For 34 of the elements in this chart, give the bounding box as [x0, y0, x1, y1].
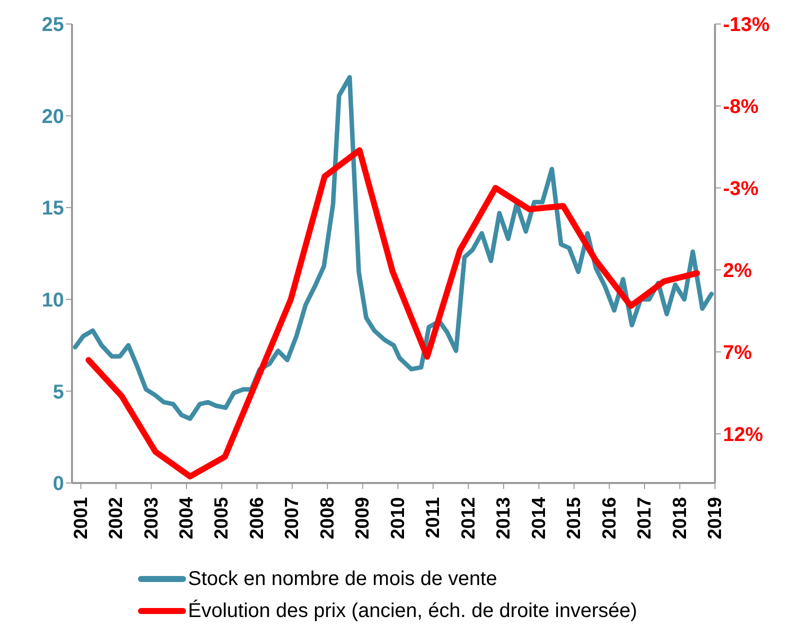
x-tick-label: 2015	[564, 496, 586, 540]
y-tick-label: 15	[42, 198, 64, 220]
x-tick-label: 2012	[458, 497, 480, 540]
x-tick-label: 2001	[70, 496, 92, 540]
x-tick-label: 2017	[634, 497, 656, 540]
x-tick-label: 2008	[317, 497, 338, 540]
x-tick-label: 2006	[246, 497, 268, 540]
y2-tick-label: -13%	[723, 14, 770, 36]
y2-tick-label: 12%	[723, 424, 764, 446]
x-tick-label: 2007	[282, 497, 304, 540]
y-tick-label: 20	[42, 106, 64, 128]
y2-tick-label: -3%	[723, 178, 759, 200]
x-tick-label: 2011	[423, 496, 444, 538]
legend-label: Stock en nombre de mois de vente	[188, 567, 498, 592]
y-tick-label: 10	[42, 290, 64, 312]
x-tick-label: 2014	[528, 496, 550, 540]
x-tick-label: 2004	[176, 496, 198, 540]
x-tick-label: 2002	[106, 497, 128, 540]
x-tick-label: 2009	[352, 497, 374, 540]
y2-tick-label: 2%	[723, 260, 752, 282]
x-tick-label: 2016	[599, 497, 620, 540]
line-series	[72, 74, 714, 421]
y-tick-label: 0	[52, 473, 64, 496]
x-tick-label: 2010	[388, 497, 409, 540]
x-tick-label: 2005	[212, 496, 233, 540]
x-tick-label: 2019	[705, 497, 726, 540]
y2-tick-label: -8%	[723, 96, 759, 118]
x-tick-label: 2018	[670, 497, 691, 540]
x-tick-label: 2013	[494, 497, 515, 540]
y-tick-label: 5	[52, 381, 64, 404]
x-tick-label: 2003	[141, 497, 162, 540]
y2-tick-label: 7%	[723, 342, 752, 364]
y-tick-label: 25	[42, 14, 64, 36]
legend-label: Évolution des prix (ancien, éch. de droite inversée)	[188, 598, 638, 624]
